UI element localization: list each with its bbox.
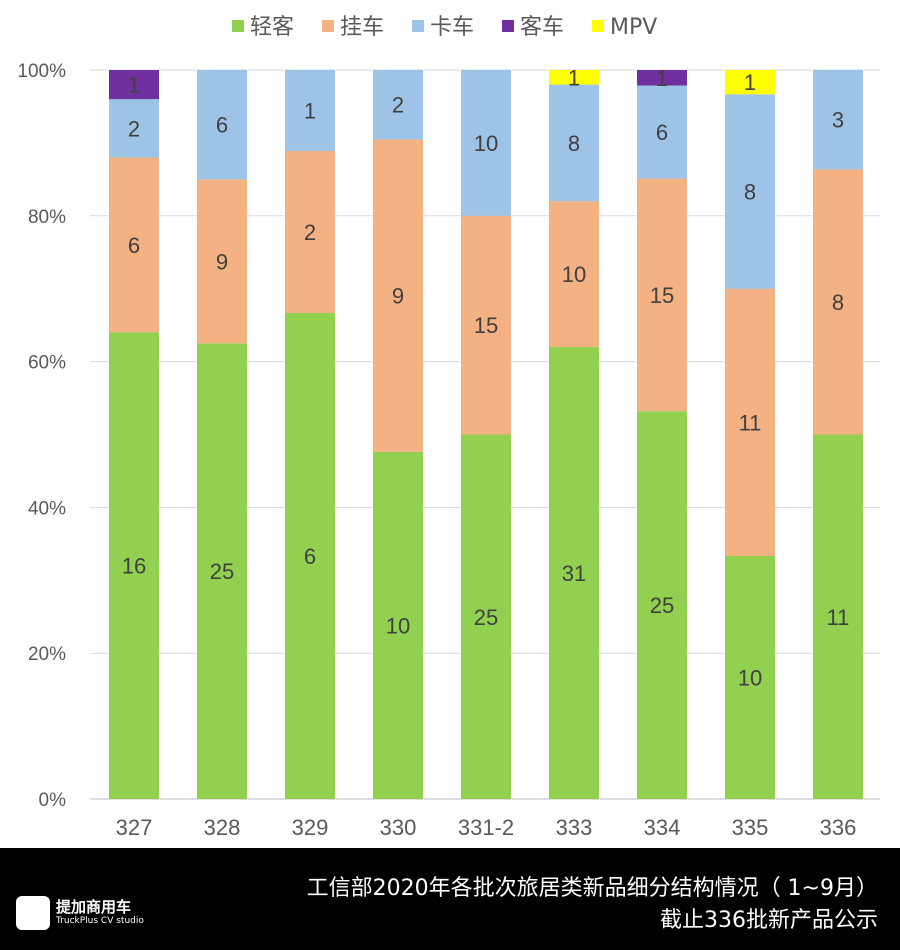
legend-swatch — [502, 20, 514, 32]
chart-title: 工信部2020年各批次旅居类新品细分结构情况（ 1~9月） — [306, 876, 878, 901]
bar-segment — [725, 288, 775, 556]
bar-segment — [109, 99, 159, 158]
data-label: 31 — [562, 561, 586, 586]
data-label: 1 — [656, 66, 668, 91]
x-tick-label: 329 — [292, 815, 329, 840]
x-tick-label: 336 — [820, 815, 857, 840]
legend-swatch — [412, 20, 424, 32]
legend-swatch — [232, 20, 244, 32]
bar-segment — [373, 70, 423, 140]
bar-segment — [109, 332, 159, 799]
data-label: 10 — [386, 613, 410, 638]
data-label: 3 — [832, 108, 844, 133]
bar-segment — [813, 169, 863, 435]
bar-segment — [725, 94, 775, 289]
data-label: 1 — [744, 70, 756, 95]
logo-name: 提加商用车 — [56, 898, 132, 916]
x-tick-label: 334 — [644, 815, 681, 840]
data-label: 10 — [474, 131, 498, 156]
data-label: 6 — [128, 233, 140, 258]
legend-label: 卡车 — [430, 15, 474, 40]
data-label: 2 — [304, 220, 316, 245]
logo-subtitle: TruckPlus CV studio — [56, 916, 144, 926]
data-label: 16 — [122, 554, 146, 579]
data-label: 10 — [738, 666, 762, 691]
legend-swatch — [322, 20, 334, 32]
stacked-bar-chart: 0%20%40%60%80%100%1662132725963286213291… — [17, 15, 880, 840]
bar-segment — [549, 201, 599, 348]
data-label: 25 — [650, 593, 674, 618]
data-label: 25 — [210, 559, 234, 584]
bar-segment — [461, 434, 511, 799]
data-label: 10 — [562, 262, 586, 287]
bar-segment — [285, 313, 335, 799]
data-label: 8 — [568, 131, 580, 156]
data-label: 11 — [739, 410, 762, 435]
legend-swatch — [592, 20, 604, 32]
bar-segment — [813, 434, 863, 799]
bar-segment — [285, 70, 335, 151]
data-label: 1 — [568, 65, 580, 90]
data-label: 1 — [128, 73, 140, 98]
bar-segment — [637, 411, 687, 799]
data-label: 6 — [656, 120, 668, 145]
bar-segment — [549, 84, 599, 202]
bar-segment — [461, 70, 511, 216]
x-tick-label: 328 — [204, 815, 241, 840]
legend-label: 轻客 — [250, 15, 294, 40]
bar-segment — [197, 343, 247, 799]
chart-subtitle: 截止336批新产品公示 — [660, 908, 878, 933]
x-tick-label: 327 — [116, 815, 153, 840]
data-label: 25 — [474, 605, 498, 630]
y-tick-label: 20% — [28, 644, 66, 665]
bar-segment — [109, 157, 159, 333]
logo-mark-icon — [16, 896, 50, 930]
logo: 提加商用车 TruckPlus CV studio — [16, 896, 166, 936]
data-label: 6 — [304, 544, 316, 569]
x-tick-label: 333 — [556, 815, 593, 840]
data-label: 2 — [392, 93, 404, 118]
y-tick-label: 60% — [28, 353, 66, 374]
data-label: 8 — [744, 180, 756, 205]
bar-segment — [109, 70, 159, 100]
legend-label: 客车 — [520, 15, 564, 40]
bar-segment — [197, 70, 247, 180]
legend-label: MPV — [610, 15, 657, 40]
data-label: 15 — [650, 283, 674, 308]
bar-segment — [549, 347, 599, 799]
bar-segment — [461, 215, 511, 435]
footer: 提加商用车 TruckPlus CV studio 工信部2020年各批次旅居类… — [0, 848, 900, 950]
bar-segment — [549, 70, 599, 85]
y-tick-label: 80% — [28, 207, 66, 228]
bar-segment — [197, 179, 247, 344]
x-tick-label: 330 — [380, 815, 417, 840]
bar-segment — [637, 70, 687, 86]
bar-segment — [725, 556, 775, 799]
data-label: 8 — [832, 290, 844, 315]
x-tick-label: 335 — [732, 815, 769, 840]
y-tick-label: 40% — [28, 498, 66, 519]
data-label: 11 — [827, 605, 850, 630]
bar-segment — [637, 178, 687, 412]
bar-segment — [637, 85, 687, 179]
y-tick-label: 0% — [39, 790, 67, 811]
bar-segment — [813, 70, 863, 170]
data-label: 2 — [128, 116, 140, 141]
data-label: 9 — [392, 284, 404, 309]
bar-segment — [285, 151, 335, 313]
legend-label: 挂车 — [340, 15, 384, 40]
data-label: 1 — [304, 99, 316, 124]
x-tick-label: 331-2 — [458, 815, 514, 840]
data-label: 9 — [216, 249, 228, 274]
data-label: 6 — [216, 113, 228, 138]
bar-segment — [725, 70, 775, 95]
y-tick-label: 100% — [17, 61, 66, 82]
bar-segment — [373, 451, 423, 799]
data-label: 15 — [474, 313, 498, 338]
bar-segment — [373, 139, 423, 452]
